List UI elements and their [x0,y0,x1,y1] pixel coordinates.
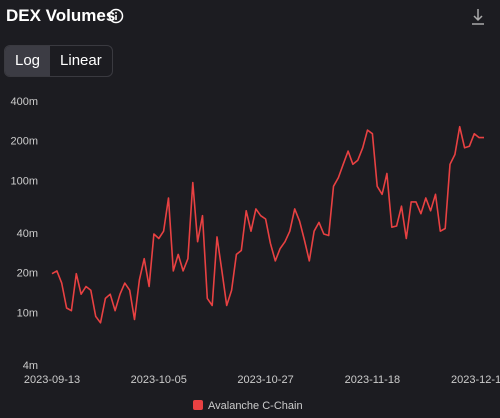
y-tick-label: 20m [17,268,38,280]
y-tick-label: 100m [10,175,38,187]
line-series [51,125,484,324]
linear-button[interactable]: Linear [60,52,102,69]
legend-label: Avalanche C-Chain [208,400,303,412]
legend-swatch [193,400,203,410]
x-tick-label: 2023-12-10 [451,374,500,386]
info-icon[interactable] [108,8,124,24]
x-tick-label: 2023-10-05 [131,374,187,386]
y-tick-label: 40m [17,228,38,240]
x-tick-label: 2023-11-18 [345,374,400,386]
log-button[interactable]: Log [5,46,51,76]
y-tick-label: 10m [17,307,38,319]
y-tick-label: 200m [10,136,38,148]
scale-toggle: Log Linear [4,45,113,77]
x-tick-label: 2023-10-27 [237,374,293,386]
y-tick-label: 4m [23,360,38,372]
download-icon[interactable] [470,7,486,27]
y-tick-label: 400m [10,96,38,108]
chart-title: DEX Volumes [6,6,116,25]
x-tick-label: 2023-09-13 [24,374,80,386]
